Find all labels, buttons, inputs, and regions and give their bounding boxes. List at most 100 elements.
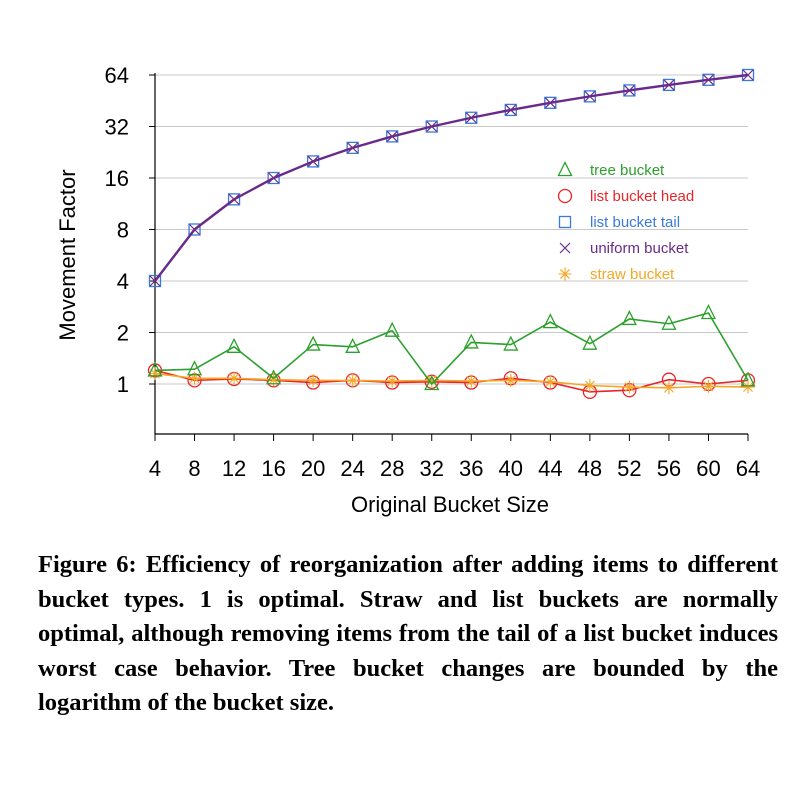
series-group [147, 68, 756, 399]
x-tick-label: 24 [340, 456, 364, 481]
figure-caption: Figure 6: Efficiency of reorganization a… [38, 551, 778, 716]
y-tick-label: 32 [105, 115, 129, 140]
data-point-tree-bucket [700, 304, 717, 320]
data-point-uniform-bucket [465, 112, 477, 124]
x-tick-label: 48 [578, 456, 602, 481]
series-uniform-bucket [149, 69, 754, 287]
data-point-straw-bucket [346, 373, 360, 387]
data-point-straw-bucket [148, 367, 162, 381]
data-point-uniform-bucket [584, 90, 596, 102]
x-tick-label: 16 [261, 456, 285, 481]
data-point-uniform-bucket [623, 85, 635, 96]
data-point-tree-bucket [186, 360, 203, 376]
x-tick-label: 4 [149, 456, 161, 481]
data-point-uniform-bucket [228, 193, 240, 205]
legend-item-uniform-bucket: uniform bucket [559, 240, 689, 257]
legend-label-uniform-bucket: uniform bucket [590, 240, 689, 257]
data-point-straw-bucket [385, 374, 399, 388]
data-point-list-bucket-tail [267, 171, 280, 185]
data-point-tree-bucket [305, 335, 321, 351]
x-tick-labels: 4 8 12 16 20 24 28 32 36 40 44 48 52 56 60 64 [149, 456, 760, 481]
x-tick-label: 12 [222, 456, 246, 481]
x-tick-label: 28 [380, 456, 404, 481]
data-point-uniform-bucket [347, 142, 359, 154]
y-tick-label: 4 [117, 269, 129, 294]
data-point-straw-bucket [425, 373, 439, 387]
data-point-tree-bucket [463, 333, 479, 349]
data-point-straw-bucket [701, 379, 715, 393]
data-point-uniform-bucket [307, 155, 319, 167]
legend-item-straw-bucket: straw bucket [558, 266, 675, 283]
legend-marker-list-bucket-tail [558, 215, 572, 229]
legend-item-tree-bucket: tree bucket [557, 161, 665, 179]
legend-marker-list-bucket-head [557, 188, 573, 204]
data-point-list-bucket-tail [188, 223, 201, 236]
legend-label-tree-bucket: tree bucket [590, 162, 665, 179]
y-axis-label: Movement Factor [55, 169, 80, 340]
data-point-uniform-bucket [703, 74, 714, 86]
legend-item-list-bucket-head: list bucket head [557, 188, 694, 205]
x-tick-label: 52 [617, 456, 641, 481]
legend-marker-uniform-bucket [559, 242, 571, 254]
data-point-tree-bucket [582, 334, 598, 350]
legend: tree bucket list bucket head list bucket t… [557, 161, 694, 283]
x-tick-label: 20 [301, 456, 325, 481]
data-point-straw-bucket [306, 373, 320, 387]
data-point-straw-bucket [188, 371, 202, 385]
y-tick-label: 8 [117, 218, 129, 243]
series-line-uniform-bucket [154, 73, 749, 282]
x-tick-label: 64 [736, 456, 760, 481]
data-point-tree-bucket [621, 310, 637, 326]
data-point-tree-bucket [345, 337, 361, 353]
x-tick-label: 40 [499, 456, 523, 481]
data-point-tree-bucket [226, 337, 242, 353]
series-tree-bucket [147, 304, 756, 391]
data-point-uniform-bucket [149, 275, 161, 287]
y-tick-label: 16 [105, 166, 129, 191]
data-point-uniform-bucket [663, 79, 675, 91]
series-line-straw-bucket [154, 372, 749, 389]
data-point-straw-bucket [267, 373, 281, 387]
data-point-uniform-bucket [426, 121, 438, 132]
y-tick-label: 64 [105, 63, 129, 88]
data-point-list-bucket-tail [227, 193, 241, 206]
data-point-tree-bucket [266, 369, 282, 385]
data-point-tree-bucket [661, 314, 677, 330]
y-tick-label: 1 [117, 372, 129, 397]
legend-label-list-bucket-tail: list bucket tail [590, 214, 680, 231]
data-point-straw-bucket [227, 371, 241, 385]
x-tick-label: 32 [419, 456, 443, 481]
legend-marker-straw-bucket [558, 267, 572, 281]
data-point-uniform-bucket [742, 69, 754, 81]
legend-marker-tree-bucket [557, 161, 573, 177]
data-point-list-bucket-tail [386, 130, 399, 143]
data-point-list-bucket-tail [306, 155, 320, 168]
data-point-straw-bucket [622, 380, 636, 394]
data-point-tree-bucket [542, 313, 558, 329]
data-point-tree-bucket [424, 375, 440, 391]
data-point-tree-bucket [147, 361, 163, 377]
x-tick-label: 44 [538, 456, 562, 481]
data-point-uniform-bucket [386, 130, 398, 142]
data-point-tree-bucket [740, 371, 756, 387]
x-tick-label: 56 [657, 456, 681, 481]
data-point-straw-bucket [543, 375, 557, 389]
data-point-list-bucket-tail [346, 141, 359, 155]
data-point-uniform-bucket [268, 172, 280, 184]
data-point-straw-bucket [583, 379, 597, 393]
data-point-straw-bucket [662, 381, 676, 395]
data-point-straw-bucket [464, 374, 478, 388]
legend-label-list-bucket-head: list bucket head [590, 188, 694, 205]
x-tick-label: 60 [696, 456, 720, 481]
data-point-uniform-bucket [544, 97, 556, 109]
y-tick-label: 2 [117, 321, 129, 346]
gridlines [155, 74, 748, 385]
data-point-uniform-bucket [505, 104, 517, 116]
x-tick-label: 36 [459, 456, 483, 481]
data-point-straw-bucket [741, 380, 755, 394]
data-point-straw-bucket [504, 373, 518, 387]
legend-item-list-bucket-tail: list bucket tail [558, 214, 680, 231]
legend-label-straw-bucket: straw bucket [590, 266, 675, 283]
data-point-tree-bucket [503, 335, 519, 351]
